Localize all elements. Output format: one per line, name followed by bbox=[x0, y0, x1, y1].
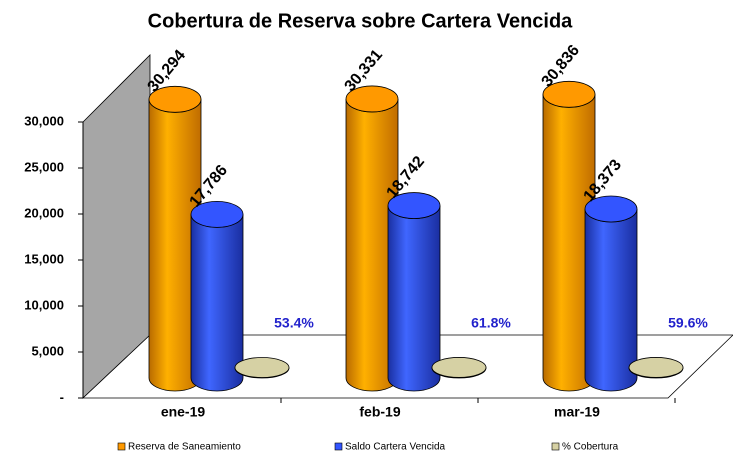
cylinder bbox=[387, 205, 441, 392]
y-tick-label: 10,000 bbox=[24, 297, 64, 312]
cylinder-top bbox=[234, 357, 290, 378]
x-tick-label: ene-19 bbox=[161, 404, 206, 420]
legend-swatch bbox=[551, 442, 560, 451]
cylinder-top bbox=[431, 357, 487, 378]
legend-label: % Cobertura bbox=[562, 442, 619, 453]
cylinder-top bbox=[387, 192, 441, 219]
y-tick-label: 30,000 bbox=[24, 113, 64, 128]
legend-swatch bbox=[334, 442, 343, 451]
value-label: 59.6% bbox=[668, 315, 708, 331]
y-tick-label: 15,000 bbox=[24, 251, 64, 266]
cylinder-top bbox=[584, 195, 638, 223]
x-tick-label: mar-19 bbox=[554, 404, 600, 420]
cylinder-top bbox=[148, 85, 202, 113]
legend-label: Reserva de Saneamiento bbox=[128, 442, 241, 453]
chart-title: Cobertura de Reserva sobre Cartera Venci… bbox=[148, 10, 574, 32]
cylinder-top bbox=[628, 357, 684, 378]
cylinder-top bbox=[190, 200, 244, 228]
legend-swatch bbox=[117, 442, 126, 451]
value-label: 53.4% bbox=[274, 315, 314, 331]
y-tick-label: - bbox=[60, 389, 64, 404]
cylinder-top bbox=[542, 80, 596, 108]
value-label: 61.8% bbox=[471, 315, 511, 331]
y-tick-label: 25,000 bbox=[24, 159, 64, 174]
x-tick-label: feb-19 bbox=[359, 404, 400, 420]
y-tick-label: 20,000 bbox=[24, 205, 64, 220]
cylinder bbox=[190, 214, 244, 392]
y-tick-label: 5,000 bbox=[31, 343, 64, 358]
cylinder bbox=[584, 208, 638, 392]
cylinder-top bbox=[345, 85, 399, 113]
legend-label: Saldo Cartera Vencida bbox=[345, 442, 446, 453]
